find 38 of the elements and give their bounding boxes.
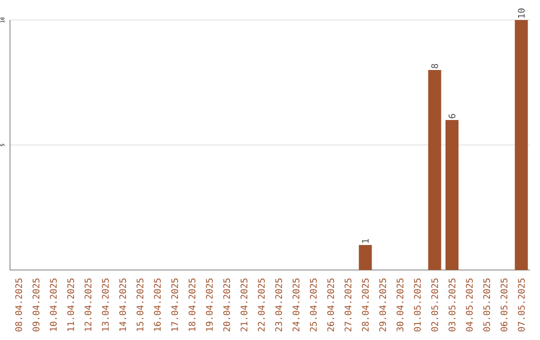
x-tick-label: 24.04.2025 bbox=[292, 278, 300, 332]
x-tick-label: 21.04.2025 bbox=[240, 278, 248, 332]
x-tick-label: 27.04.2025 bbox=[344, 278, 352, 332]
data-label: 8 bbox=[431, 64, 438, 68]
x-tick-label: 20.04.2025 bbox=[223, 278, 230, 332]
x-tick-label: 04.05.2025 bbox=[466, 278, 473, 332]
x-tick-label: 07.05.2025 bbox=[518, 278, 525, 332]
x-tick-label: 10.04.2025 bbox=[50, 278, 57, 331]
x-tick-label: 02.05.2025 bbox=[431, 278, 438, 332]
x-tick-label: 13.04.2025 bbox=[102, 278, 109, 331]
x-tick-label: 18.04.2025 bbox=[188, 278, 196, 331]
x-tick-label: 30.04.2025 bbox=[396, 278, 404, 332]
bar bbox=[446, 120, 459, 270]
x-tick-label: 26.04.2025 bbox=[327, 278, 334, 332]
bar bbox=[514, 20, 528, 270]
x-tick-label: 19.04.2025 bbox=[206, 278, 213, 331]
x-tick-label: 23.04.2025 bbox=[275, 278, 282, 332]
x-tick-label: 05.05.2025 bbox=[483, 278, 490, 332]
x-tick-label: 15.04.2025 bbox=[136, 278, 144, 331]
x-tick-label: 11.04.2025 bbox=[67, 278, 74, 331]
bar bbox=[428, 70, 442, 270]
x-tick-label: 12.04.2025 bbox=[84, 278, 92, 331]
x-tick-label: 06.05.2025 bbox=[500, 278, 508, 332]
x-tick-label: 28.04.2025 bbox=[362, 278, 369, 332]
x-tick-label: 08.04.2025 bbox=[15, 278, 22, 332]
x-tick-label: 22.04.2025 bbox=[258, 278, 265, 332]
x-tick-label: 09.04.2025 bbox=[32, 278, 40, 332]
x-tick-label: 01.05.2025 bbox=[414, 278, 421, 332]
x-tick-label: 16.04.2025 bbox=[154, 278, 161, 331]
x-tick-label: 29.04.2025 bbox=[379, 278, 386, 332]
x-tick-label: 25.04.2025 bbox=[310, 278, 317, 332]
data-label: 1 bbox=[362, 238, 369, 243]
x-tick-label: 17.04.2025 bbox=[171, 278, 178, 331]
data-label: 10 bbox=[518, 8, 525, 18]
x-tick-label: 14.04.2025 bbox=[119, 278, 126, 331]
x-tick-label: 03.05.2025 bbox=[448, 278, 456, 332]
bar bbox=[358, 245, 372, 270]
data-label: 6 bbox=[448, 114, 456, 118]
